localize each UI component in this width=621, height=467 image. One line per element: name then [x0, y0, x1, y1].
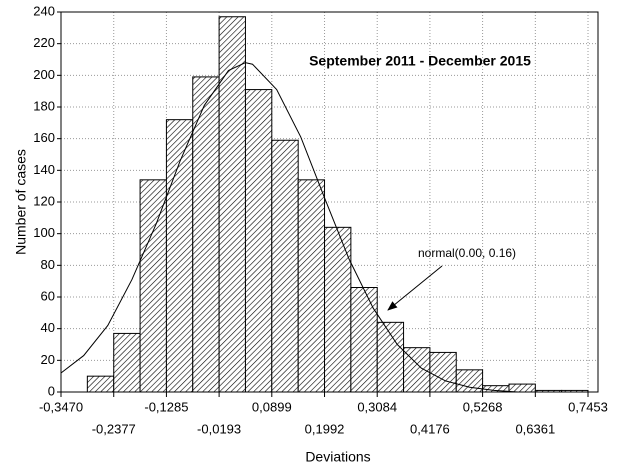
bar [271, 139, 299, 393]
y-tick-label: 240 [33, 3, 55, 18]
x-tick-label: 0,6361 [515, 421, 555, 436]
y-tick-label: 160 [33, 130, 55, 145]
y-tick-label: 180 [33, 98, 55, 113]
bar [350, 287, 378, 393]
x-axis-title: Deviations [305, 449, 370, 465]
normal-curve [60, 62, 589, 393]
bar [297, 179, 326, 393]
bar [192, 76, 220, 393]
y-tick-label: 140 [33, 162, 55, 177]
annotation-arrow [387, 265, 443, 311]
bar [113, 332, 141, 393]
bar [324, 226, 352, 393]
y-tick-label: 200 [33, 67, 55, 82]
chart-title: September 2011 - December 2015 [309, 53, 531, 69]
bar [218, 16, 246, 393]
x-tick-label: 0,0899 [252, 399, 292, 414]
y-tick-label: 100 [33, 225, 55, 240]
y-tick-label: 80 [41, 257, 55, 272]
bar [429, 351, 457, 393]
x-tick-label: 0,3084 [357, 399, 397, 414]
y-tick-label: 220 [33, 35, 55, 50]
x-tick-label: -0,3470 [39, 399, 83, 414]
y-tick-label: 60 [41, 288, 55, 303]
x-tick-label: -0,0193 [197, 421, 241, 436]
x-tick-label: 0,7453 [568, 399, 608, 414]
bar [508, 383, 536, 393]
y-tick-label: 20 [41, 352, 55, 367]
bar [376, 321, 405, 393]
bar [86, 375, 115, 393]
y-tick-label: 120 [33, 193, 55, 208]
x-tick-label: 0,5268 [463, 399, 503, 414]
y-tick-label: 40 [41, 320, 55, 335]
bar [165, 119, 194, 393]
x-tick-label: 0,4176 [410, 421, 450, 436]
bar [139, 179, 167, 393]
x-tick-label: -0,2377 [92, 421, 136, 436]
bar [244, 89, 273, 393]
x-tick-label: 0,1992 [305, 421, 345, 436]
bars [86, 16, 589, 393]
y-axis-title: Number of cases [13, 149, 29, 255]
y-tick-label: 0 [48, 383, 55, 398]
curve-label: normal(0.00, 0.16) [418, 246, 516, 260]
x-tick-label: -0,1285 [144, 399, 188, 414]
